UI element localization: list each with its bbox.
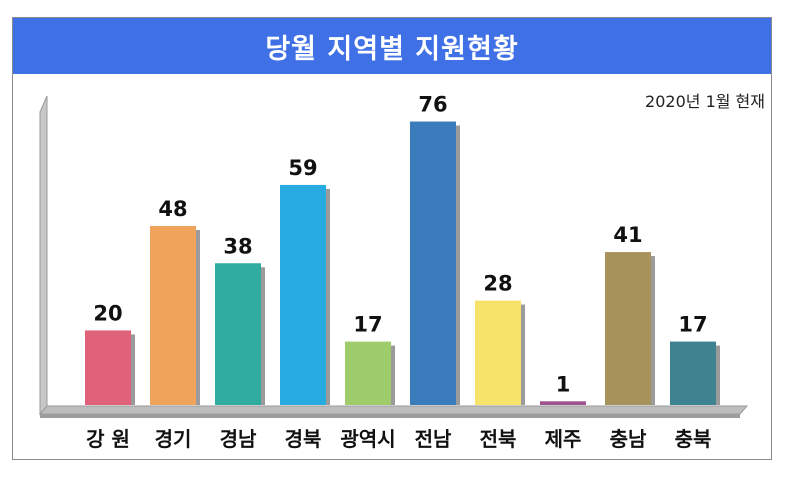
bar [215, 263, 261, 405]
data-label: 38 [223, 234, 252, 258]
bar [150, 225, 196, 405]
data-label: 59 [288, 156, 317, 180]
y-axis-wall [39, 95, 48, 416]
bar [85, 330, 131, 405]
bar [605, 252, 651, 405]
category-label: 광역시 [340, 427, 395, 451]
category-label: 충북 [675, 427, 712, 451]
data-label: 48 [158, 197, 187, 221]
data-label: 41 [613, 223, 642, 247]
category-label: 경북 [285, 427, 322, 451]
data-label: 76 [418, 93, 447, 117]
category-label: 강 원 [86, 427, 130, 451]
category-label: 제주 [545, 427, 582, 451]
data-label: 20 [93, 301, 122, 325]
data-label: 17 [678, 313, 707, 337]
data-label: 1 [556, 372, 571, 396]
category-label: 전남 [415, 427, 452, 451]
bar [345, 341, 391, 405]
bar [540, 401, 586, 405]
category-label: 충남 [610, 427, 647, 451]
category-label: 경기 [155, 427, 192, 451]
x-axis-floor-front [40, 414, 740, 418]
bar [670, 341, 716, 405]
bar [410, 121, 456, 406]
chart-title: 당월 지역별 지원현황 [13, 18, 771, 74]
chart-subtitle: 2020년 1월 현재 [645, 92, 765, 111]
bar [475, 300, 521, 405]
category-label: 경남 [220, 427, 257, 451]
data-label: 28 [483, 272, 512, 296]
category-label: 전북 [480, 427, 517, 451]
bar [280, 184, 326, 405]
data-label: 17 [353, 313, 382, 337]
x-axis-floor [38, 405, 749, 415]
